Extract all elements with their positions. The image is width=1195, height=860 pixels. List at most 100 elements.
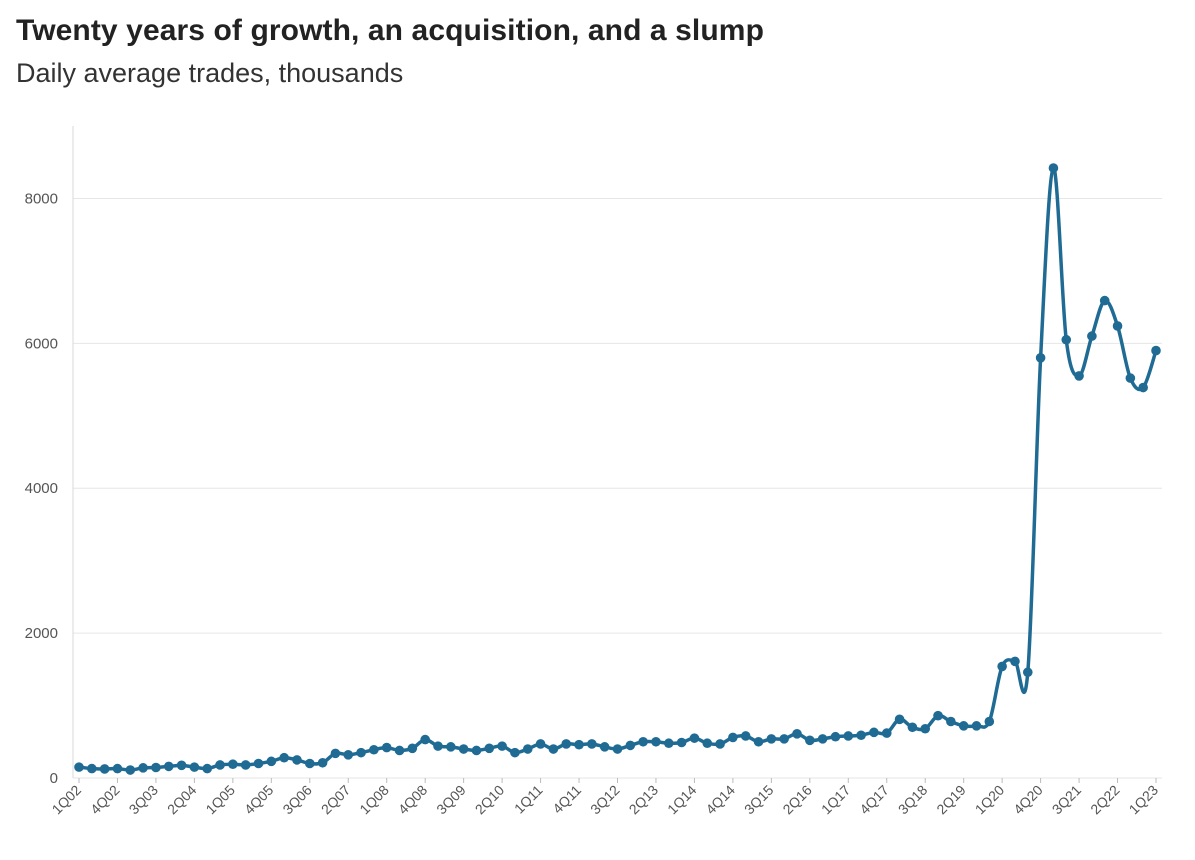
data-point-3Q03 <box>151 762 161 773</box>
data-point-4Q09 <box>471 745 482 756</box>
chart-subtitle: Daily average trades, thousands <box>16 58 404 88</box>
x-tick-label: 3Q06 <box>279 782 315 818</box>
series-line <box>77 166 1158 772</box>
data-point-1Q05 <box>228 759 238 770</box>
data-point-4Q11 <box>574 739 584 750</box>
data-point-1Q12 <box>587 739 597 749</box>
data-point-1Q23 <box>1151 345 1161 356</box>
data-point-4Q14 <box>728 732 738 743</box>
x-tick-label: 4Q11 <box>549 782 584 817</box>
data-point-3Q04 <box>202 763 213 774</box>
data-point-2Q22 <box>1112 321 1123 331</box>
y-tick-label: 6000 <box>25 335 58 352</box>
data-point-2Q15 <box>753 736 764 747</box>
data-point-4Q08 <box>420 734 430 745</box>
data-point-2Q13 <box>651 736 661 747</box>
x-axis: 1Q02 4Q02 3Q03 2Q04 1Q05 4Q05 3Q06 2Q07 1Q08 4Q08… <box>49 778 1162 818</box>
data-point-3Q06 <box>304 758 315 769</box>
x-tick-label: 4Q17 <box>856 782 892 818</box>
data-point-4Q21 <box>1087 331 1097 341</box>
data-point-2Q05 <box>240 760 251 770</box>
x-tick-label: 2Q10 <box>472 782 508 818</box>
data-point-1Q16 <box>792 729 802 739</box>
data-point-4Q05 <box>266 756 277 767</box>
data-point-3Q13 <box>663 738 674 749</box>
data-point-4Q16 <box>830 731 841 742</box>
data-point-4Q03 <box>163 761 174 772</box>
x-tick-label: 3Q15 <box>741 782 777 818</box>
data-point-4Q02 <box>112 763 123 774</box>
data-point-1Q09 <box>433 741 443 751</box>
x-tick-label: 2Q07 <box>318 782 354 818</box>
x-tick-label: 3Q09 <box>433 782 469 818</box>
data-point-2Q10 <box>497 741 507 751</box>
x-tick-label: 1Q14 <box>664 782 700 818</box>
data-point-3Q18 <box>920 723 931 734</box>
x-tick-label: 1Q23 <box>1126 782 1162 818</box>
y-tick-label: 0 <box>50 770 58 787</box>
data-point-1Q18 <box>894 714 905 725</box>
data-point-1Q07 <box>330 748 341 759</box>
x-tick-label: 4Q14 <box>702 782 738 818</box>
data-point-2Q12 <box>599 742 610 752</box>
data-point-3Q09 <box>458 744 469 754</box>
data-point-3Q10 <box>510 747 520 758</box>
data-point-4Q04 <box>215 760 225 770</box>
data-point-4Q20 <box>1035 353 1046 363</box>
data-point-4Q18 <box>933 710 943 721</box>
data-point-1Q08 <box>381 742 392 753</box>
data-point-1Q17 <box>843 731 854 741</box>
x-tick-label: 3Q03 <box>126 782 162 818</box>
x-tick-label: 3Q21 <box>1049 782 1085 818</box>
data-point-4Q07 <box>369 744 379 755</box>
x-tick-label: 1Q20 <box>972 782 1008 818</box>
data-point-1Q14 <box>689 733 700 743</box>
y-axis: 0 2000 4000 6000 8000 <box>25 190 58 787</box>
data-point-3Q16 <box>817 734 828 744</box>
data-point-2Q07 <box>343 750 354 760</box>
data-point-3Q02 <box>99 764 110 774</box>
data-point-2Q04 <box>189 762 200 772</box>
data-point-1Q11 <box>535 739 546 749</box>
x-tick-label: 1Q05 <box>202 782 238 818</box>
data-point-1Q03 <box>125 765 136 775</box>
data-point-1Q02 <box>74 762 84 772</box>
data-point-3Q12 <box>612 744 623 754</box>
data-point-2Q11 <box>548 744 559 754</box>
data-point-1Q15 <box>740 731 751 741</box>
data-point-3Q22 <box>1125 373 1136 383</box>
data-point-2Q02 <box>87 763 97 774</box>
data-point-1Q06 <box>279 752 289 763</box>
data-point-3Q05 <box>253 758 264 769</box>
x-tick-label: 4Q02 <box>87 782 123 818</box>
gridlines <box>73 197 1162 779</box>
data-point-3Q14 <box>715 739 725 749</box>
data-point-3Q11 <box>561 739 572 749</box>
data-point-4Q22 <box>1138 382 1148 393</box>
data-point-4Q13 <box>676 737 687 748</box>
data-point-2Q06 <box>292 755 302 765</box>
data-point-1Q19 <box>946 716 956 727</box>
data-point-4Q15 <box>779 734 789 744</box>
data-point-3Q15 <box>766 734 777 744</box>
data-point-4Q17 <box>881 728 892 738</box>
data-point-1Q04 <box>176 760 187 771</box>
x-tick-label: 4Q05 <box>241 782 277 818</box>
data-point-4Q19 <box>984 716 995 727</box>
x-tick-label: 2Q04 <box>164 782 200 818</box>
data-point-1Q20 <box>997 661 1007 672</box>
x-tick-label: 1Q08 <box>356 782 392 818</box>
data-point-1Q10 <box>484 743 495 754</box>
data-point-3Q21 <box>1074 371 1084 381</box>
data-point-1Q13 <box>638 736 648 747</box>
x-tick-label: 4Q20 <box>1010 782 1046 818</box>
data-point-2Q20 <box>1010 656 1020 667</box>
x-tick-label: 1Q02 <box>49 782 85 818</box>
x-tick-label: 1Q11 <box>511 782 546 817</box>
y-tick-label: 2000 <box>25 625 58 642</box>
data-point-2Q08 <box>394 745 405 756</box>
x-tick-label: 1Q17 <box>818 782 854 818</box>
x-tick-label: 4Q08 <box>395 782 431 818</box>
data-point-2Q18 <box>907 722 918 733</box>
